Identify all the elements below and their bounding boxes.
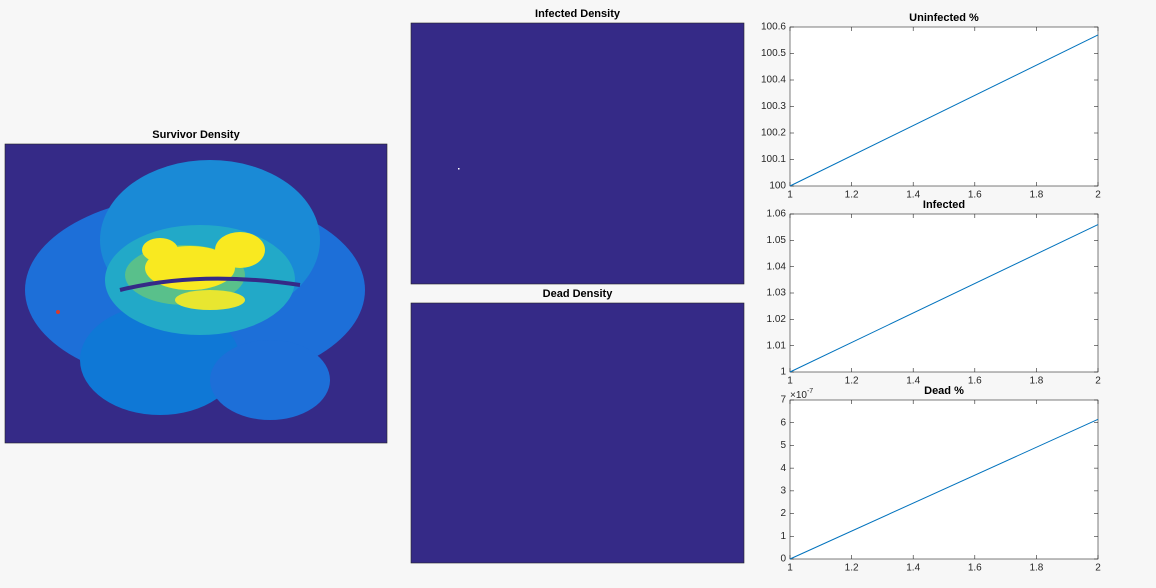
heatmap bbox=[410, 22, 745, 285]
y-tick-label: 1.04 bbox=[767, 261, 787, 272]
chart-title: Infected bbox=[923, 199, 965, 211]
y-multiplier-exponent: -7 bbox=[807, 388, 813, 395]
chart-title: Dead Density bbox=[543, 288, 614, 300]
plot-area bbox=[789, 26, 1099, 187]
y-multiplier: ×10-7 bbox=[790, 388, 813, 401]
y-multiplier-base: ×10 bbox=[790, 390, 807, 401]
line bbox=[789, 34, 1099, 187]
x-tick-label: 1.6 bbox=[968, 563, 982, 574]
plot-area bbox=[789, 399, 1099, 560]
x-tick-label: 1.6 bbox=[968, 376, 982, 387]
y-tick-label: 100.3 bbox=[761, 101, 786, 112]
y-tick-label: 100.5 bbox=[761, 48, 786, 59]
y-tick-label: 1.05 bbox=[767, 235, 787, 246]
infected-dot bbox=[458, 168, 460, 170]
y-tick-label: 1.01 bbox=[767, 340, 787, 351]
x-tick-label: 1.4 bbox=[906, 563, 920, 574]
y-tick-label: 3 bbox=[780, 485, 786, 496]
x-tick-label: 1.2 bbox=[845, 190, 859, 201]
y-tick-label: 6 bbox=[780, 417, 786, 428]
plot-area bbox=[789, 213, 1099, 373]
y-tick-label: 1 bbox=[780, 367, 786, 378]
x-tick-label: 1 bbox=[787, 563, 793, 574]
x-tick-label: 1.8 bbox=[1029, 563, 1043, 574]
y-tick-label: 4 bbox=[780, 463, 786, 474]
line bbox=[789, 418, 1099, 560]
y-tick-label: 1.03 bbox=[767, 288, 787, 299]
y-tick-label: 1.06 bbox=[767, 209, 787, 220]
line bbox=[789, 224, 1099, 373]
chart-title: Dead % bbox=[924, 385, 964, 397]
y-tick-label: 100 bbox=[769, 181, 786, 192]
y-tick-label: 1 bbox=[780, 531, 786, 542]
y-tick-label: 0 bbox=[780, 554, 786, 565]
y-tick-label: 5 bbox=[780, 440, 786, 451]
x-tick-label: 1.8 bbox=[1029, 376, 1043, 387]
chart-title: Infected Density bbox=[535, 8, 621, 20]
x-tick-label: 2 bbox=[1095, 376, 1101, 387]
x-tick-label: 1 bbox=[787, 376, 793, 387]
y-tick-label: 1.02 bbox=[767, 314, 787, 325]
chart-title: Survivor Density bbox=[152, 129, 240, 141]
heatmap bbox=[410, 302, 745, 564]
x-tick-label: 1 bbox=[787, 190, 793, 201]
chart-title: Uninfected % bbox=[909, 12, 979, 24]
x-tick-label: 2 bbox=[1095, 190, 1101, 201]
survivor-map bbox=[25, 160, 460, 420]
x-tick-label: 1.8 bbox=[1029, 190, 1043, 201]
x-tick-label: 1.6 bbox=[968, 190, 982, 201]
x-tick-label: 1.4 bbox=[906, 190, 920, 201]
x-tick-label: 2 bbox=[1095, 563, 1101, 574]
y-tick-label: 100.2 bbox=[761, 128, 786, 139]
y-tick-label: 100.4 bbox=[761, 75, 786, 86]
x-tick-label: 1.2 bbox=[845, 376, 859, 387]
x-tick-label: 1.4 bbox=[906, 376, 920, 387]
y-tick-label: 100.6 bbox=[761, 22, 786, 33]
y-tick-label: 7 bbox=[780, 395, 786, 406]
y-tick-label: 2 bbox=[780, 508, 786, 519]
y-tick-label: 100.1 bbox=[761, 154, 786, 165]
x-tick-label: 1.2 bbox=[845, 563, 859, 574]
